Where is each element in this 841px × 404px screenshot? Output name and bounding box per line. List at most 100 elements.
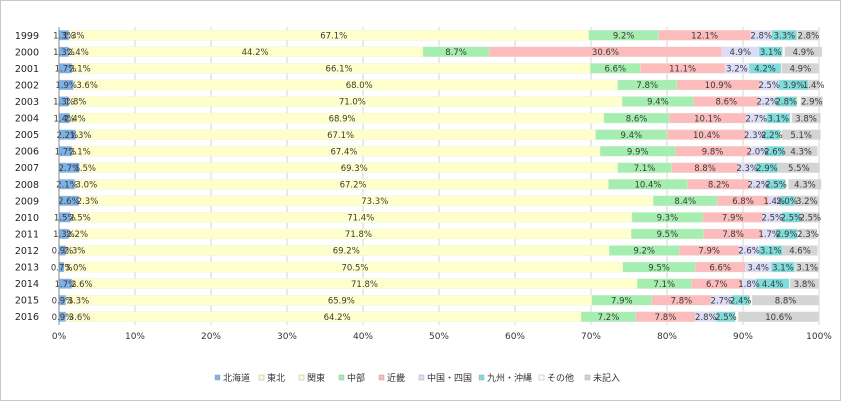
legend-label: 東北 (267, 372, 285, 384)
legend-swatch (338, 374, 345, 381)
legend-label: 中部 (347, 372, 365, 384)
data-label: 3.2% (726, 65, 748, 75)
data-label: 2.6% (764, 147, 786, 157)
data-label: 3.4% (747, 263, 769, 273)
data-label: 2.8% (750, 31, 772, 41)
data-label: 68.0% (346, 81, 373, 91)
legend-label: 北海道 (223, 372, 250, 384)
data-label: 7.1% (634, 164, 656, 174)
legend-swatch (258, 374, 265, 381)
data-label: 2.5% (758, 81, 780, 91)
data-label: 2.5% (780, 214, 802, 224)
bar-segment (800, 96, 823, 107)
y-tick-label: 2008 (15, 180, 39, 191)
y-tick-label: 1999 (15, 31, 39, 42)
data-label: 10.4% (634, 180, 661, 190)
bar-segment (795, 261, 820, 273)
data-label: 8.8% (775, 296, 797, 306)
data-label: 1.3% (53, 31, 75, 41)
data-label: 71.4% (347, 214, 374, 224)
legend-label: 未記入 (593, 372, 620, 384)
y-tick-label: 2002 (15, 80, 39, 91)
x-tick-label: 30% (277, 332, 297, 342)
data-label: 0.9% (52, 296, 74, 306)
data-label: 2.6% (738, 247, 760, 257)
data-label: 9.4% (647, 98, 669, 108)
data-label: 3.0% (76, 180, 98, 190)
y-tick-label: 2000 (15, 47, 39, 58)
data-label: 1.7% (55, 147, 77, 157)
bar-segment (782, 245, 818, 256)
data-label: 3.6% (69, 313, 91, 323)
data-label: 67.4% (330, 147, 357, 157)
x-tick-label: 80% (657, 332, 677, 342)
data-label: 2.6% (71, 280, 93, 290)
y-tick-label: 2010 (15, 213, 39, 224)
legend-swatch (584, 374, 591, 381)
data-label: 2.3% (64, 247, 86, 257)
y-tick-label: 2015 (15, 296, 39, 307)
data-label: 2.7% (711, 296, 733, 306)
data-label: 2.5% (761, 214, 783, 224)
x-tick-label: 60% (505, 332, 525, 342)
data-label: 10.6% (765, 313, 792, 323)
data-label: 9.8% (702, 147, 724, 157)
data-label: 8.6% (626, 114, 648, 124)
data-label: 2.0% (747, 147, 769, 157)
legend-swatch (478, 374, 485, 381)
y-tick-label: 2007 (15, 163, 39, 174)
data-label: 7.2% (598, 313, 620, 323)
data-label: 71.8% (351, 280, 378, 290)
legend-item: 中部 (338, 372, 365, 384)
legend-swatch (418, 374, 425, 381)
data-label: 30.6% (592, 48, 619, 58)
y-tick-label: 2001 (15, 64, 39, 75)
data-label: 2.8% (695, 313, 717, 323)
data-label: 2.6% (58, 197, 80, 207)
legend-label: 近畿 (387, 372, 405, 384)
data-label: 1.3% (63, 31, 85, 41)
bar-segment (784, 146, 818, 157)
data-label: 4.9% (730, 48, 752, 58)
data-label: 2.9% (756, 164, 778, 174)
y-axis: 1999 2000 2001 2002 2003 2004 2005 2006 2007 2008… (15, 27, 60, 325)
data-label: 7.9% (611, 296, 633, 306)
data-label: 4.9% (790, 65, 812, 75)
data-label: 4.4% (762, 280, 784, 290)
x-tick-label: 70% (581, 332, 601, 342)
data-label: 1.4% (54, 114, 76, 124)
data-label: 9.5% (648, 263, 670, 273)
data-label: 2.1% (69, 65, 91, 75)
data-label: 2.1% (69, 147, 91, 157)
legend-label: その他 (547, 372, 574, 384)
data-label: 2.2% (761, 131, 783, 141)
y-tick-label: 2013 (15, 263, 39, 274)
data-label: 67.2% (340, 180, 367, 190)
legend-item: 未記入 (584, 372, 620, 384)
x-tick-label: 50% (429, 332, 449, 342)
data-label: 7.9% (722, 214, 744, 224)
data-label: 70.5% (342, 263, 369, 273)
data-label: 66.1% (326, 65, 353, 75)
data-label: 3.9% (783, 81, 805, 91)
data-label: 6.7% (706, 280, 728, 290)
bar-segment (791, 112, 821, 124)
data-label: 1.3% (53, 48, 75, 58)
x-tick-label: 0% (52, 332, 67, 342)
legend-item: 近畿 (378, 372, 405, 384)
data-label: 1.5% (54, 214, 76, 224)
data-label: 1.8% (65, 98, 87, 108)
legend-item: 九州・沖縄 (478, 372, 532, 384)
data-label: 2.3% (744, 131, 766, 141)
data-label: 68.9% (329, 114, 356, 124)
data-label: 69.3% (341, 164, 368, 174)
data-label: 7.8% (722, 230, 744, 240)
data-label: 0.9% (52, 313, 74, 323)
y-tick-label: 2014 (15, 279, 39, 290)
data-label: 5.1% (790, 131, 812, 141)
data-label: 1.4% (64, 114, 86, 124)
data-label: 1.4% (803, 81, 825, 91)
data-label: 3.1% (760, 48, 782, 58)
y-tick-label: 2012 (15, 246, 39, 257)
